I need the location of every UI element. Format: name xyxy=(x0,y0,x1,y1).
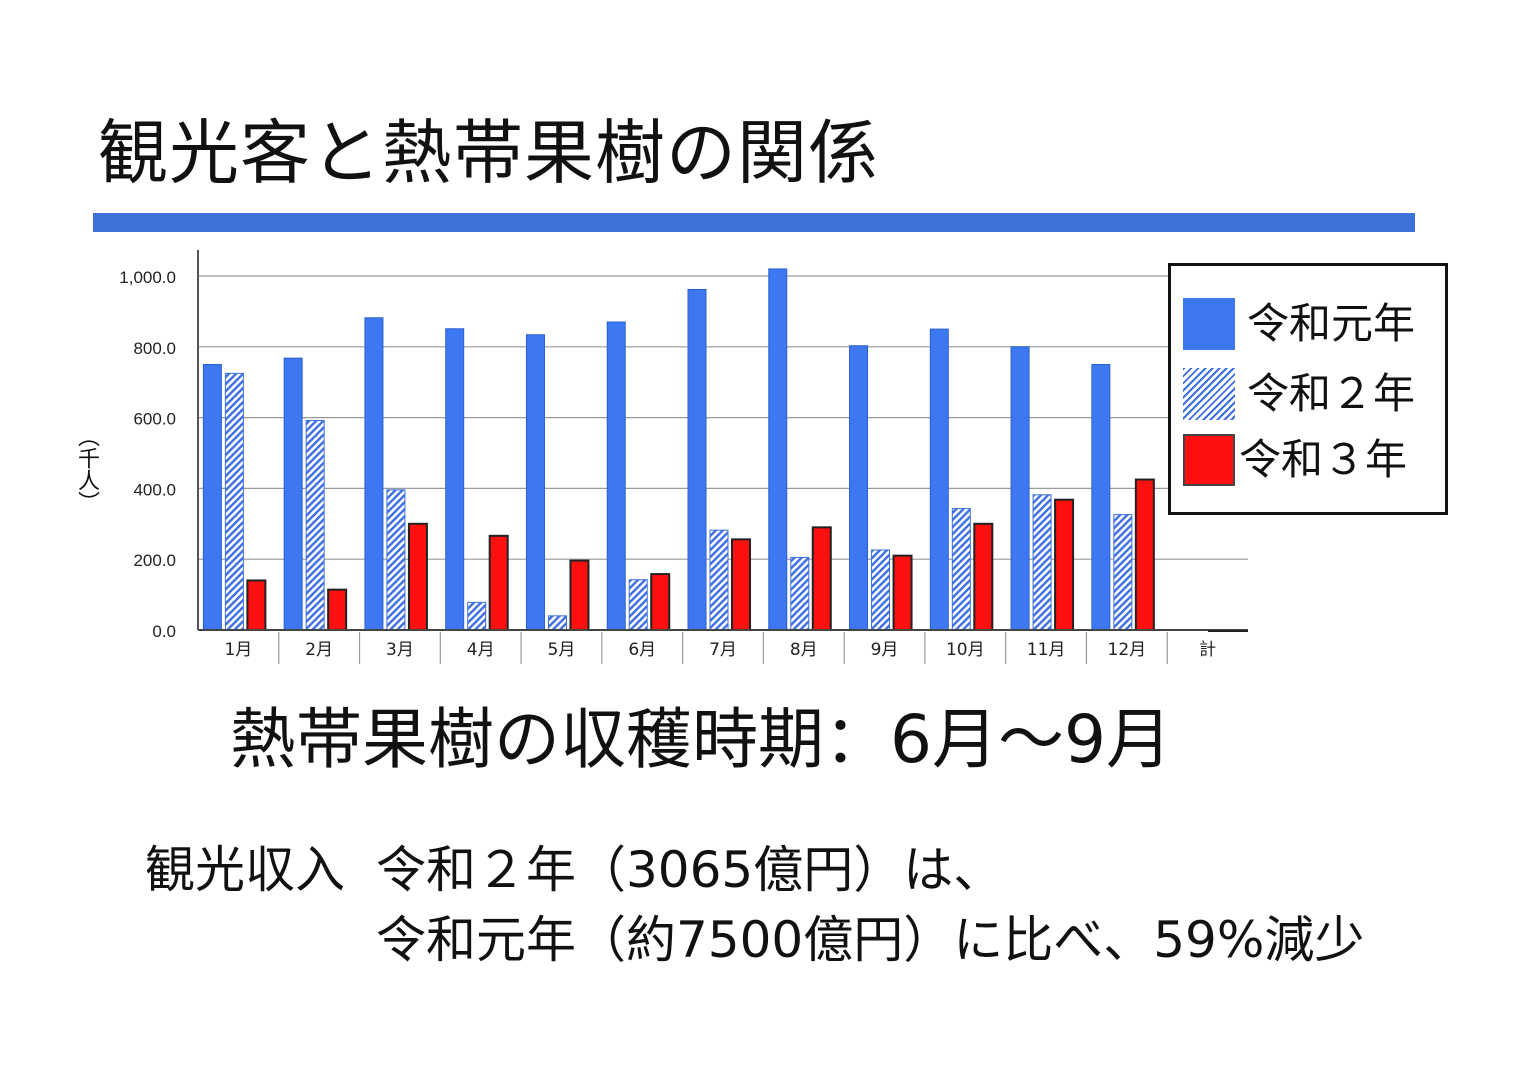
bar-2 xyxy=(1032,494,1052,631)
x-tick-label: 計 xyxy=(1199,640,1216,660)
legend-label: 令和２年 xyxy=(1247,369,1416,418)
x-tick-label: 8月 xyxy=(790,640,818,660)
legend-swatch-blue xyxy=(1183,298,1235,350)
x-tick-label: 7月 xyxy=(709,640,737,660)
x-tick-label: 4月 xyxy=(467,640,495,660)
chart-axes: 0.0 200.0 400.0 600.0 800.0 1,000.0 1月 2月 3月 4月 5月… xyxy=(119,250,1248,664)
bar-1 xyxy=(1091,364,1111,631)
bar-1 xyxy=(364,317,384,631)
bar-1 xyxy=(525,334,545,631)
bar-2 xyxy=(790,556,810,631)
x-tick-label: 9月 xyxy=(871,640,899,660)
bar-3 xyxy=(1054,498,1075,631)
income-label: 観光収入 xyxy=(145,841,345,899)
x-tick-label: 12月 xyxy=(1108,640,1147,660)
bar-1 xyxy=(849,345,869,631)
chart-legend: 令和元年 令和２年 令和３年 xyxy=(1168,263,1448,515)
y-axis-label: （千人） xyxy=(74,425,99,513)
harvest-period-text: 熱帯果樹の収穫時期：6月〜9月 xyxy=(230,701,1172,778)
x-tick-label: 3月 xyxy=(386,640,414,660)
x-tick-label: 1月 xyxy=(224,640,252,660)
bar-3 xyxy=(892,554,913,631)
x-tick-label: 2月 xyxy=(305,640,333,660)
income-line-1: 令和２年（3065億円）は、 xyxy=(376,841,1004,899)
bar-2 xyxy=(386,489,406,631)
y-tick-label: 1,000.0 xyxy=(119,268,176,287)
bar-2 xyxy=(709,529,729,631)
bar-3 xyxy=(488,534,509,631)
bar-2 xyxy=(628,579,648,631)
bar-2 xyxy=(547,615,567,631)
bar-1 xyxy=(202,364,222,631)
bar-1 xyxy=(929,328,949,631)
legend-label: 令和３年 xyxy=(1239,435,1408,484)
bar-1 xyxy=(606,321,626,631)
bar-2 xyxy=(224,372,244,631)
bar-2 xyxy=(1113,514,1133,631)
bar-2 xyxy=(467,601,487,631)
x-tick-label: 11月 xyxy=(1027,640,1066,660)
bar-1 xyxy=(768,268,788,631)
bar-3 xyxy=(973,522,994,631)
bar-1 xyxy=(1010,346,1030,631)
bar-3 xyxy=(407,522,428,631)
bar-3 xyxy=(569,559,590,632)
legend-swatch-hatched xyxy=(1183,368,1235,420)
bar-3 xyxy=(327,588,348,631)
bar-3 xyxy=(811,526,832,632)
legend-swatch-red xyxy=(1183,434,1235,486)
income-line-2: 令和元年（約7500億円）に比べ、59%減少 xyxy=(376,911,1365,969)
chart-bars xyxy=(202,268,1155,632)
bar-3 xyxy=(731,538,751,631)
title-rule xyxy=(93,213,1415,232)
bar-1 xyxy=(445,328,465,631)
x-tick-label: 6月 xyxy=(628,640,656,660)
bar-1 xyxy=(687,288,707,631)
x-tick-label: 10月 xyxy=(946,640,985,660)
bar-3 xyxy=(650,573,671,631)
bar-3 xyxy=(246,579,267,632)
bar-1 xyxy=(283,357,303,631)
bar-2 xyxy=(871,549,891,631)
slide-title: 観光客と熱帯果樹の関係 xyxy=(98,112,879,194)
bar-3 xyxy=(1134,478,1155,631)
x-tick-label: 5月 xyxy=(548,640,576,660)
y-tick-label: 600.0 xyxy=(133,410,176,429)
y-tick-label: 400.0 xyxy=(133,480,176,499)
y-tick-label: 800.0 xyxy=(133,339,176,358)
bar-2 xyxy=(951,508,971,631)
bar-2 xyxy=(305,419,325,631)
y-tick-label: 0.0 xyxy=(152,622,176,641)
y-tick-label: 200.0 xyxy=(133,551,176,570)
legend-label: 令和元年 xyxy=(1247,299,1416,348)
